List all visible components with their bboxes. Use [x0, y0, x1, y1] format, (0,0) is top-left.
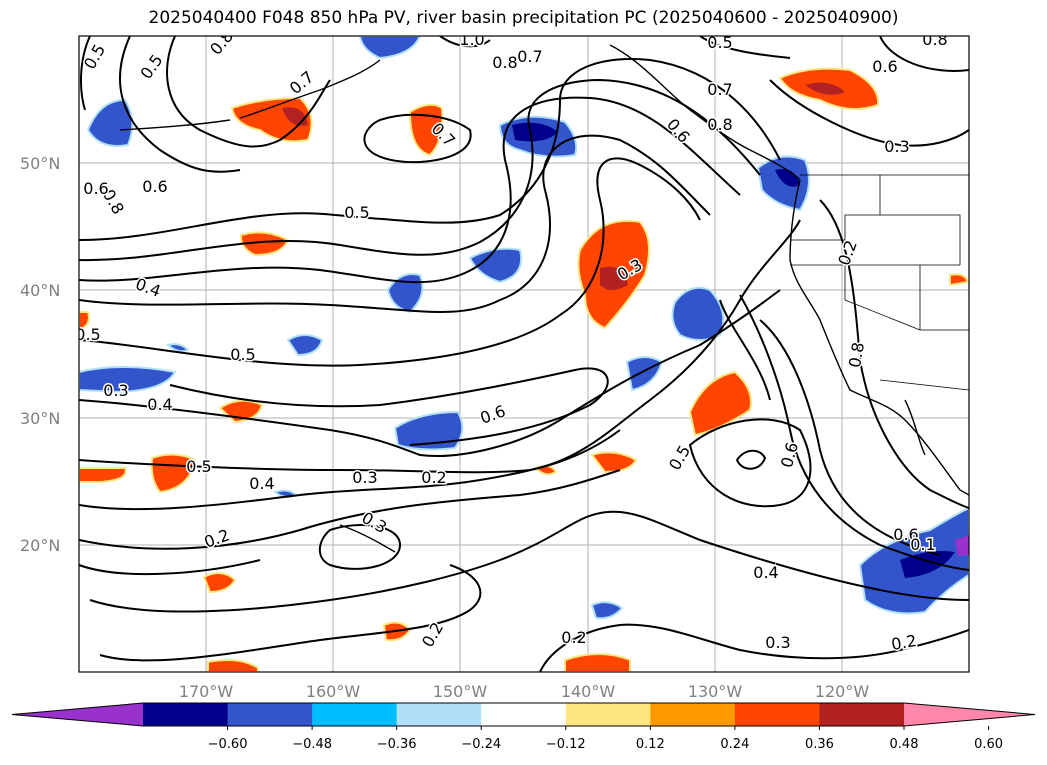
- contour-label: 0.8: [492, 53, 517, 72]
- contour-label: 0.2: [421, 468, 446, 487]
- plot-frame: [78, 35, 970, 673]
- lat-label-50n: 50°N: [20, 154, 60, 173]
- lat-label-20n: 20°N: [20, 536, 60, 555]
- colorbar-tick-label: 0.36: [805, 737, 834, 752]
- borders: [790, 174, 969, 391]
- contour-label: 0.7: [517, 47, 542, 66]
- lat-label-30n: 30°N: [20, 409, 60, 428]
- colorbar-segment: [481, 703, 567, 726]
- contour-label: 0.6: [142, 177, 167, 196]
- lon-label-170w: 170°W: [179, 682, 234, 701]
- contour-label: 0.8: [707, 115, 732, 134]
- colorbar-segment: [650, 703, 736, 726]
- coastlines: [119, 44, 969, 553]
- contour-label: 0.3: [103, 381, 128, 400]
- contour-label: 0.3: [352, 468, 377, 487]
- contour-label: 0.3: [765, 633, 790, 652]
- contour-label: 0.4: [147, 395, 172, 414]
- contour-label: 0.3: [884, 137, 909, 156]
- lon-label-150w: 150°W: [433, 682, 488, 701]
- colorbar-segment: [734, 703, 820, 726]
- contour-label: 0.4: [753, 563, 778, 582]
- pv-contours: [79, 36, 969, 672]
- map-title: 2025040400 F048 850 hPa PV, river basin …: [148, 8, 899, 28]
- contour-label: 0.7: [707, 80, 732, 99]
- latitude-axis: 50°N 40°N 30°N 20°N: [20, 154, 60, 555]
- colorbar-tick-label: 0.60: [974, 737, 1003, 752]
- lat-label-40n: 40°N: [20, 281, 60, 300]
- contour-label: 0.5: [75, 325, 100, 344]
- colorbar: −0.60 −0.48 −0.36 −0.24 −0.12 0.12 0.24 0.36 0.4…: [11, 702, 1036, 752]
- colorbar-segment: [819, 703, 905, 726]
- contour-label: 0.2: [561, 628, 586, 647]
- contour-label: 0.6: [83, 179, 108, 198]
- contour-label: 1.0: [459, 30, 484, 49]
- contour-label: 0.8: [922, 30, 947, 49]
- colorbar-segment: [227, 703, 313, 726]
- contour-label: 0.5: [186, 457, 211, 476]
- contour-label: 0.4: [249, 474, 274, 493]
- colorbar-segment: [396, 703, 482, 726]
- colorbar-tick-label: −0.36: [377, 737, 417, 752]
- contour-label: 0.6: [893, 525, 918, 544]
- contour-label: 0.1: [910, 535, 935, 554]
- lon-label-130w: 130°W: [688, 682, 743, 701]
- contour-label: 0.2: [890, 631, 918, 654]
- lon-label-120w: 120°W: [815, 682, 870, 701]
- colorbar-tick-label: 0.12: [636, 737, 665, 752]
- contour-label: 0.5: [230, 345, 255, 364]
- positive-precip-areas: [79, 67, 969, 672]
- colorbar-outline: [11, 702, 1036, 727]
- colorbar-segment: [565, 703, 651, 726]
- colorbar-tick-label: −0.48: [292, 737, 332, 752]
- colorbar-tick-label: 0.48: [890, 737, 919, 752]
- colorbar-tick-label: 0.24: [720, 737, 749, 752]
- lon-label-160w: 160°W: [306, 682, 361, 701]
- colorbar-segment: [143, 703, 229, 726]
- colorbar-tick-label: −0.24: [461, 737, 501, 752]
- contour-label: 0.5: [344, 203, 369, 222]
- colorbar-tick-label: −0.12: [546, 737, 586, 752]
- colorbar-segment: [312, 703, 398, 726]
- contour-label: 0.6: [872, 57, 897, 76]
- colorbar-extend-low: [12, 703, 143, 726]
- contour-label: 0.5: [707, 33, 732, 52]
- colorbar-extend-high: [904, 703, 1035, 726]
- colorbar-tick-label: −0.60: [208, 737, 248, 752]
- lon-label-140w: 140°W: [561, 682, 616, 701]
- longitude-axis: 170°W 160°W 150°W 140°W 130°W 120°W: [179, 682, 870, 701]
